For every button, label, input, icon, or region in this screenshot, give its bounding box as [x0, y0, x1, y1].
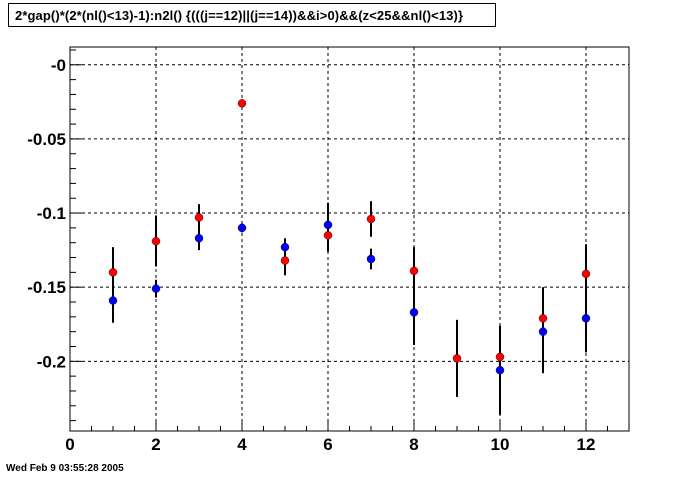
x-tick-label: 10 — [491, 435, 510, 454]
x-tick-label: 8 — [409, 435, 418, 454]
data-point — [194, 234, 204, 243]
axis-ticks — [69, 49, 630, 431]
plot-frame — [69, 46, 630, 432]
timestamp-label: Wed Feb 9 03:55:28 2005 — [6, 463, 124, 474]
data-point — [323, 220, 333, 230]
chart-title: 2*gap()*(2*(nl()<13)-1):n2l() {(((j==12)… — [15, 8, 464, 23]
data-point — [237, 99, 247, 108]
y-tick-label: -0 — [51, 56, 66, 75]
x-tick-label: 6 — [323, 435, 332, 454]
data-points — [108, 99, 591, 375]
data-point — [409, 308, 419, 317]
data-point — [323, 231, 333, 240]
data-point — [495, 366, 505, 375]
x-tick-label: 0 — [65, 435, 74, 454]
data-point — [151, 284, 161, 293]
y-tick-label: -0.2 — [37, 352, 66, 371]
data-point — [409, 266, 419, 276]
x-tick-label: 4 — [237, 435, 247, 454]
tick-labels: 0 2 4 6 8 10 12 -0 -0.05 -0.1 -0.15 -0.2 — [27, 56, 595, 454]
data-point — [194, 213, 204, 222]
data-point — [108, 296, 118, 305]
data-point — [495, 352, 505, 362]
data-point — [280, 256, 290, 265]
x-tick-label: 12 — [577, 435, 596, 454]
data-point — [538, 327, 548, 336]
data-point — [581, 269, 591, 279]
y-tick-label: -0.15 — [27, 278, 66, 297]
data-point — [280, 242, 290, 252]
data-point — [366, 254, 376, 264]
x-tick-label: 2 — [151, 435, 160, 454]
data-point — [581, 314, 591, 323]
chart-title-box: 2*gap()*(2*(nl()<13)-1):n2l() {(((j==12)… — [8, 3, 496, 27]
data-point — [151, 237, 161, 246]
y-tick-label: -0.05 — [27, 130, 66, 149]
y-tick-label: -0.1 — [37, 204, 66, 223]
data-point — [366, 214, 376, 224]
data-point — [452, 354, 462, 363]
data-point — [237, 223, 247, 233]
data-point — [108, 268, 118, 277]
data-point — [538, 314, 548, 323]
